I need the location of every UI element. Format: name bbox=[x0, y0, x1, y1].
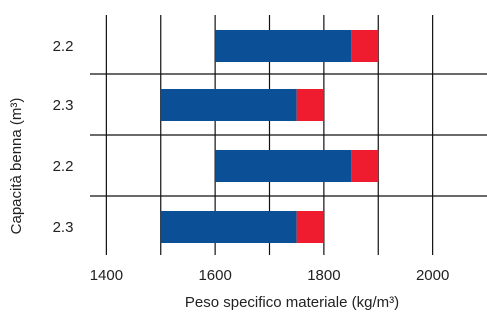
x-axis-label: Peso specifico materiale (kg/m³) bbox=[185, 294, 399, 311]
bar-segment bbox=[351, 150, 379, 182]
bar-segment bbox=[160, 211, 297, 243]
bar-segment bbox=[296, 211, 324, 243]
y-tick-label: 2.3 bbox=[53, 97, 74, 114]
y-axis-label: Capacità benna (m³) bbox=[8, 98, 25, 235]
y-tick-label: 2.3 bbox=[53, 219, 74, 236]
bars bbox=[160, 30, 379, 243]
x-tick-label: 1800 bbox=[307, 267, 340, 284]
x-tick-labels: 1400 1600 1800 2000 bbox=[90, 267, 450, 284]
bar-segment bbox=[296, 89, 324, 121]
bar-segment bbox=[215, 150, 352, 182]
x-tick-label: 2000 bbox=[416, 267, 449, 284]
x-tick-label: 1600 bbox=[198, 267, 231, 284]
x-tick-label: 1400 bbox=[90, 267, 123, 284]
y-tick-label: 2.2 bbox=[53, 158, 74, 175]
y-tick-label: 2.2 bbox=[53, 38, 74, 55]
bar-segment bbox=[215, 30, 352, 62]
y-tick-labels: 2.2 2.3 2.2 2.3 bbox=[53, 38, 74, 236]
bar-segment bbox=[160, 89, 297, 121]
bar-segment bbox=[351, 30, 379, 62]
